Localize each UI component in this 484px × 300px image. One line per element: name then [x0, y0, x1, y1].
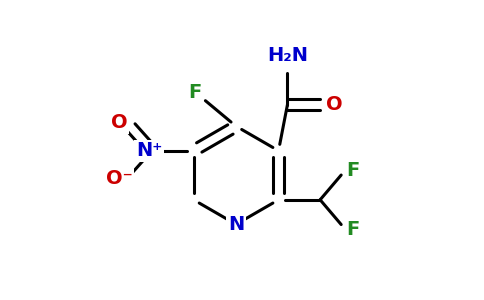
Text: N: N [228, 215, 244, 234]
Text: F: F [188, 83, 202, 102]
Text: O: O [111, 113, 128, 132]
Text: F: F [346, 160, 360, 180]
Text: H₂N: H₂N [267, 46, 308, 65]
Text: O⁻: O⁻ [106, 169, 133, 188]
Text: O: O [326, 95, 343, 114]
Text: F: F [346, 220, 360, 239]
Text: N⁺: N⁺ [136, 141, 162, 160]
